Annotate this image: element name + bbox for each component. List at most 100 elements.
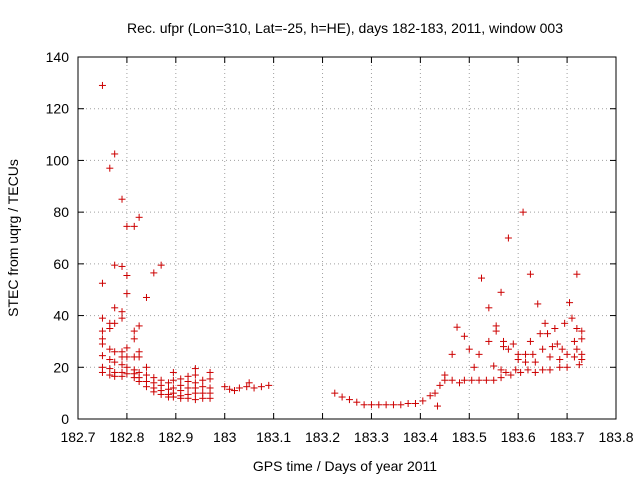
data-point	[482, 376, 490, 384]
data-point	[118, 314, 126, 322]
data-point	[460, 376, 468, 384]
data-point	[191, 365, 199, 373]
data-point	[509, 340, 517, 348]
data-point	[123, 353, 131, 361]
data-point	[98, 352, 106, 360]
data-point	[111, 261, 119, 269]
data-point	[573, 345, 581, 353]
data-point	[98, 368, 106, 376]
data-point	[184, 384, 192, 392]
data-point	[539, 366, 547, 374]
data-point	[245, 379, 253, 387]
y-tick-label: 0	[61, 411, 69, 427]
data-point	[561, 319, 569, 327]
data-point	[575, 361, 583, 369]
data-point	[123, 222, 131, 230]
data-point	[111, 358, 119, 366]
plot-frame	[77, 56, 617, 420]
data-point	[426, 392, 434, 400]
x-tick-label: 182.8	[109, 429, 144, 445]
data-point	[578, 356, 586, 364]
data-point	[142, 371, 150, 379]
x-tick-label: 183.8	[598, 429, 633, 445]
data-point	[546, 353, 554, 361]
data-point	[541, 319, 549, 327]
data-point	[578, 335, 586, 343]
data-point	[206, 394, 214, 402]
data-point	[404, 399, 412, 407]
data-point	[470, 363, 478, 371]
data-point	[123, 344, 131, 352]
data-point	[478, 274, 485, 282]
x-tick-label: 182.9	[158, 429, 193, 445]
data-point	[221, 383, 229, 391]
x-tick-label: 182.7	[60, 429, 95, 445]
data-points-layer	[98, 81, 586, 410]
data-point	[558, 345, 566, 353]
data-point	[485, 337, 493, 345]
grid-layer	[78, 57, 616, 419]
x-tick-label: 183.7	[550, 429, 585, 445]
data-point	[118, 372, 126, 380]
data-point	[199, 376, 207, 384]
data-point	[191, 389, 199, 397]
data-point	[191, 396, 199, 404]
data-point	[526, 270, 534, 278]
y-tick-label: 140	[46, 49, 70, 65]
data-point	[455, 379, 463, 387]
data-point	[536, 330, 544, 338]
data-point	[573, 270, 581, 278]
data-point	[573, 325, 581, 332]
data-point	[519, 208, 527, 216]
y-tick-label: 60	[53, 256, 69, 272]
data-point	[184, 378, 192, 386]
data-point	[514, 356, 522, 364]
data-point	[106, 365, 114, 373]
data-point	[106, 356, 114, 364]
data-point	[570, 353, 578, 361]
data-point	[177, 375, 185, 383]
data-point	[539, 345, 547, 353]
data-point	[485, 304, 493, 312]
data-point	[544, 330, 552, 338]
data-point	[345, 396, 353, 404]
data-point	[142, 383, 150, 391]
axes-layer: 182.7 182.8 182.9 183 183.1 183.2 183.3 183.4 18…	[46, 49, 634, 445]
data-point	[397, 401, 405, 409]
data-point	[534, 300, 542, 308]
data-point	[111, 304, 119, 312]
data-point	[475, 350, 483, 358]
data-point	[360, 401, 368, 409]
y-tick-label: 80	[53, 204, 69, 220]
data-point	[524, 366, 532, 374]
data-point	[512, 366, 520, 374]
data-point	[169, 376, 177, 384]
data-point	[106, 325, 114, 332]
data-point	[433, 402, 441, 410]
data-point	[130, 327, 138, 335]
data-point	[517, 368, 525, 376]
data-point	[118, 361, 126, 369]
data-point	[497, 366, 505, 374]
data-point	[507, 371, 515, 379]
data-point	[206, 375, 214, 383]
x-tick-label: 183.2	[305, 429, 340, 445]
data-point	[169, 368, 177, 376]
data-point	[135, 378, 143, 386]
x-tick-label: 183.5	[452, 429, 487, 445]
data-point	[531, 368, 539, 376]
data-point	[441, 376, 449, 384]
data-point	[150, 388, 158, 396]
data-point	[522, 350, 530, 358]
data-point	[157, 390, 165, 398]
data-point	[546, 366, 554, 374]
data-point	[111, 319, 119, 327]
data-point	[490, 376, 498, 384]
data-point	[436, 381, 444, 389]
data-point	[177, 394, 185, 402]
data-point	[448, 350, 456, 358]
data-point	[135, 322, 143, 330]
data-point	[98, 314, 106, 322]
data-point	[123, 370, 131, 378]
